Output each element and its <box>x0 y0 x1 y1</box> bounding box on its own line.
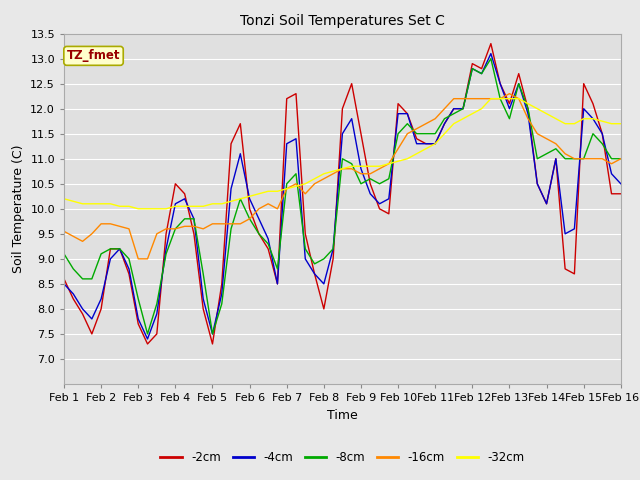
Y-axis label: Soil Temperature (C): Soil Temperature (C) <box>12 144 25 273</box>
Text: TZ_fmet: TZ_fmet <box>67 49 120 62</box>
Title: Tonzi Soil Temperatures Set C: Tonzi Soil Temperatures Set C <box>240 14 445 28</box>
Legend: -2cm, -4cm, -8cm, -16cm, -32cm: -2cm, -4cm, -8cm, -16cm, -32cm <box>156 446 529 468</box>
X-axis label: Time: Time <box>327 408 358 421</box>
